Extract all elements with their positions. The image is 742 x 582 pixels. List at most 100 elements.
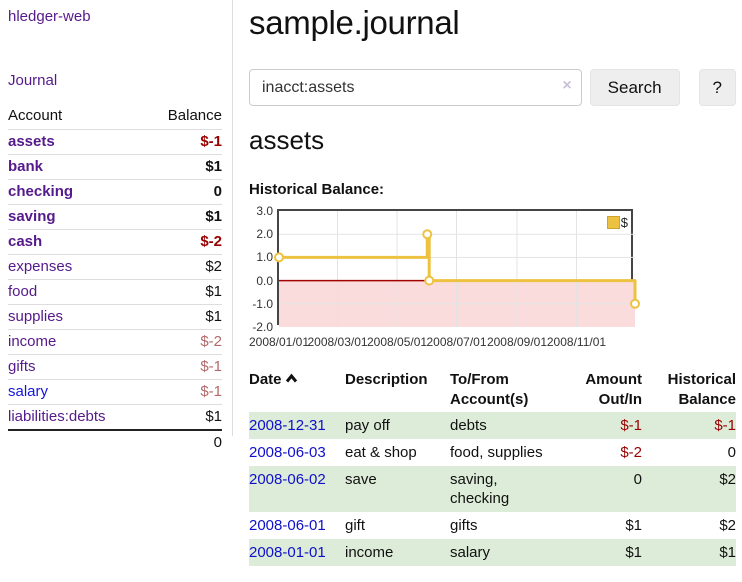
x-tick-label: 2008/05/01 (366, 335, 428, 349)
search-button[interactable]: Search (589, 69, 680, 106)
account-link-saving[interactable]: saving (8, 208, 56, 225)
app-title-link[interactable]: hledger-web (8, 8, 91, 25)
account-row: checking 0 (8, 179, 222, 205)
accounts-header-balance: Balance (145, 104, 222, 130)
transaction-description: income (345, 544, 394, 561)
account-link-supplies[interactable]: supplies (8, 308, 64, 325)
account-balance: 0 (145, 179, 222, 205)
transaction-balance: 0 (727, 444, 736, 461)
accounts-header-row: Account Balance (8, 104, 222, 130)
account-link-expenses[interactable]: expenses (8, 258, 73, 275)
transaction-balance: $-1 (714, 417, 736, 434)
account-link-assets[interactable]: assets (8, 133, 55, 150)
account-balance: $-1 (145, 354, 222, 380)
account-balance: $1 (145, 279, 222, 305)
legend-label: $ (620, 215, 628, 230)
transaction-row: 2008-12-31 pay off debts $-1 $-1 (249, 412, 736, 439)
sidebar-item-journal[interactable]: Journal (8, 72, 58, 89)
column-header-balance: Historical Balance (667, 371, 736, 408)
transaction-row: 2008-01-01 income salary $1 $1 (249, 539, 736, 566)
accounts-total: 0 (145, 429, 222, 455)
transaction-amount: 0 (633, 471, 642, 488)
column-header-date[interactable]: Date (249, 368, 345, 412)
y-tick-label: 0.0 (256, 273, 273, 288)
help-button[interactable]: ? (698, 69, 736, 106)
clear-search-icon[interactable]: × (562, 77, 572, 94)
transaction-amount: $-2 (620, 444, 642, 461)
transaction-date-link[interactable]: 2008-12-31 (249, 417, 326, 434)
account-balance: $1 (145, 154, 222, 180)
transaction-row: 2008-06-02 save saving, checking 0 $2 (249, 466, 736, 512)
chart-plot: $ (274, 209, 640, 327)
account-row: income $-2 (8, 329, 222, 355)
y-tick-label: -2.0 (252, 320, 273, 334)
account-row: cash $-2 (8, 229, 222, 255)
page-title: sample.journal (249, 4, 460, 41)
account-link-salary[interactable]: salary (8, 383, 49, 400)
account-balance: $1 (145, 204, 222, 230)
y-tick-label: -1.0 (252, 296, 273, 311)
transaction-amount: $1 (625, 544, 642, 561)
account-row: salary $-1 (8, 379, 222, 405)
account-heading: assets (249, 125, 325, 155)
transaction-balance: $2 (719, 471, 736, 488)
transaction-accounts: debts (450, 417, 487, 434)
account-link-bank[interactable]: bank (8, 158, 44, 175)
transaction-date-link[interactable]: 2008-06-01 (249, 517, 326, 534)
chart-title: Historical Balance: (249, 181, 385, 198)
transaction-description: save (345, 471, 377, 488)
account-link-gifts[interactable]: gifts (8, 358, 36, 375)
sort-asc-icon (285, 370, 298, 390)
account-balance: $1 (145, 404, 222, 431)
transaction-date-link[interactable]: 2008-06-02 (249, 471, 326, 488)
account-balance: $1 (145, 304, 222, 330)
account-link-cash[interactable]: cash (8, 233, 43, 250)
transaction-description: gift (345, 517, 366, 534)
y-tick-label: 1.0 (256, 250, 273, 265)
main-content: sample.journal × Search ? assets Histori… (249, 0, 736, 566)
transaction-row: 2008-06-01 gift gifts $1 $2 (249, 512, 736, 539)
sidebar-divider (232, 0, 233, 436)
account-row: expenses $2 (8, 254, 222, 280)
search-input[interactable] (249, 69, 582, 106)
account-row: liabilities:debts $1 (8, 404, 222, 431)
account-balance: $-1 (145, 379, 222, 405)
account-link-checking[interactable]: checking (8, 183, 74, 200)
transaction-description: eat & shop (345, 444, 417, 461)
search-form: × Search ? (249, 69, 736, 106)
account-balance: $-2 (145, 329, 222, 355)
transaction-accounts: salary (450, 544, 491, 561)
chart-legend: $ (606, 215, 628, 230)
transaction-accounts: gifts (450, 517, 478, 534)
account-row: gifts $-1 (8, 354, 222, 380)
x-tick-label: 2008/09/01 (486, 335, 547, 349)
account-balance: $-1 (145, 129, 222, 155)
transaction-amount: $-1 (620, 417, 642, 434)
account-link-food[interactable]: food (8, 283, 38, 300)
y-tick-label: 2.0 (256, 227, 273, 242)
x-tick-label: 2008/11/01 (546, 335, 607, 349)
transaction-balance: $2 (719, 517, 736, 534)
transactions-table: Date Description To/From Account(s) Amou… (249, 368, 736, 566)
transaction-accounts: saving, checking (450, 471, 510, 507)
transaction-date-link[interactable]: 2008-01-01 (249, 544, 326, 561)
account-balance: $2 (145, 254, 222, 280)
account-link-liabilities-debts[interactable]: liabilities:debts (8, 408, 106, 425)
transaction-description: pay off (345, 417, 390, 434)
legend-swatch-icon (606, 216, 620, 229)
transaction-amount: $1 (625, 517, 642, 534)
account-row: assets $-1 (8, 129, 222, 155)
accounts-header-account: Account (8, 104, 146, 130)
x-tick-label: 2008/07/01 (426, 335, 487, 349)
y-tick-label: 3.0 (256, 204, 273, 218)
column-header-accounts: To/From Account(s) (450, 371, 529, 408)
account-row: supplies $1 (8, 304, 222, 330)
account-link-income[interactable]: income (8, 333, 57, 350)
transaction-accounts: food, supplies (450, 444, 543, 461)
transaction-date-link[interactable]: 2008-06-03 (249, 444, 326, 461)
x-tick-label: 2008/03/01 (307, 335, 368, 349)
column-header-amount: Amount Out/In (585, 371, 642, 408)
historical-balance-chart: $ 3.0 2.0 1.0 0.0 -1.0 -2.0 2008/01/01 2008/03/… (249, 204, 736, 351)
transaction-row: 2008-06-03 eat & shop food, supplies $-2… (249, 439, 736, 466)
column-header-description: Description (345, 371, 428, 388)
